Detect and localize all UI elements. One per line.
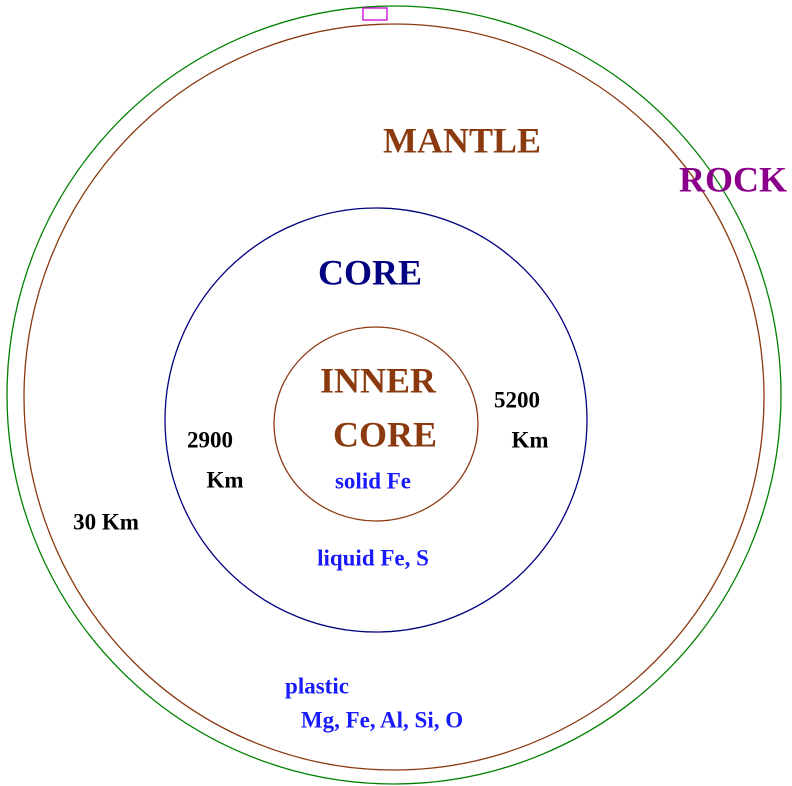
earth-diagram: MANTLE ROCK CORE INNER CORE solid Fe liq… [0, 0, 792, 786]
composition-label: solid Fe [335, 468, 411, 493]
composition-label: plastic [285, 673, 349, 698]
depth-label: 5200 [494, 387, 540, 412]
depth-label: 30 Km [73, 509, 139, 534]
inner-core-label: INNER [320, 360, 437, 400]
depth-label: Km [206, 467, 243, 492]
depth-label: 2900 [187, 427, 233, 452]
composition-label: liquid Fe, S [317, 545, 429, 570]
composition-label: Mg, Fe, Al, Si, O [301, 707, 463, 732]
mantle-label: MANTLE [383, 120, 541, 160]
marker-box [363, 8, 387, 20]
crust-label: ROCK [679, 159, 787, 199]
depth-label: Km [511, 427, 548, 452]
core-label: CORE [318, 252, 422, 292]
inner-core-label: CORE [333, 414, 437, 454]
